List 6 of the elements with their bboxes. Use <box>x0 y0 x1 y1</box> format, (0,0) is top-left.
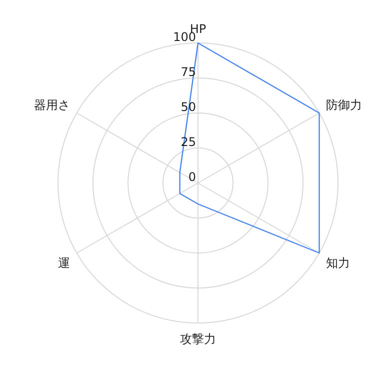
spoke-label: 運 <box>58 256 70 270</box>
spoke-label: 攻撃力 <box>180 332 216 346</box>
spoke-label: 器用さ <box>34 98 70 112</box>
spoke-label: 知力 <box>326 256 350 270</box>
y-tick-label: 0 <box>188 170 196 184</box>
spoke-label: 防御力 <box>326 98 362 112</box>
